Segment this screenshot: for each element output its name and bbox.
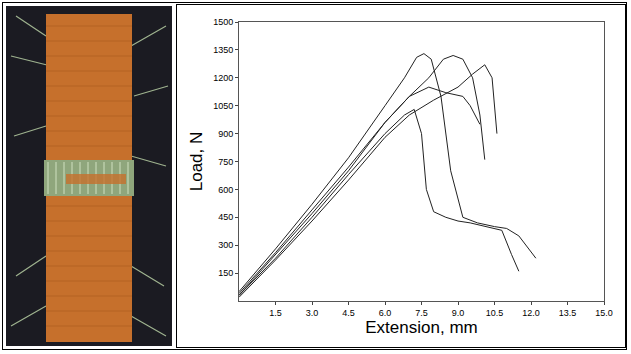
svg-text:12.0: 12.0 bbox=[522, 308, 540, 318]
svg-text:1350: 1350 bbox=[213, 45, 233, 55]
svg-text:150: 150 bbox=[218, 268, 233, 278]
svg-text:750: 750 bbox=[218, 157, 233, 167]
svg-text:6.0: 6.0 bbox=[379, 308, 392, 318]
svg-text:1500: 1500 bbox=[213, 17, 233, 27]
svg-text:3.0: 3.0 bbox=[306, 308, 319, 318]
svg-text:450: 450 bbox=[218, 212, 233, 222]
svg-text:900: 900 bbox=[218, 129, 233, 139]
svg-text:300: 300 bbox=[218, 240, 233, 250]
svg-text:9.0: 9.0 bbox=[452, 308, 465, 318]
svg-text:4.5: 4.5 bbox=[342, 308, 355, 318]
svg-text:13.5: 13.5 bbox=[559, 308, 577, 318]
svg-text:15.0: 15.0 bbox=[595, 308, 613, 318]
svg-text:Load, N: Load, N bbox=[187, 132, 206, 192]
svg-text:Extension, mm: Extension, mm bbox=[365, 318, 477, 337]
svg-text:7.5: 7.5 bbox=[415, 308, 428, 318]
svg-text:1050: 1050 bbox=[213, 101, 233, 111]
svg-text:1200: 1200 bbox=[213, 73, 233, 83]
svg-text:600: 600 bbox=[218, 185, 233, 195]
svg-text:1.5: 1.5 bbox=[269, 308, 282, 318]
svg-text:10.5: 10.5 bbox=[486, 308, 504, 318]
